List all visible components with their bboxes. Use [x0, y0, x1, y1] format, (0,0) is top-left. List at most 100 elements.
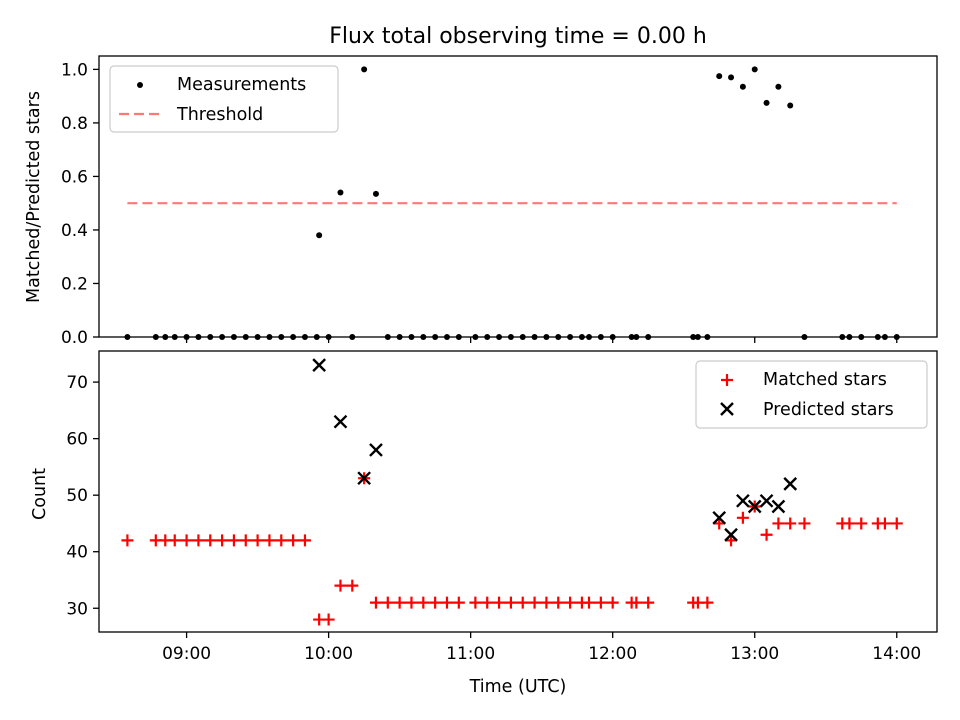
matched-star-point [393, 596, 406, 609]
matched-star-point [469, 596, 482, 609]
predicted-star-point [771, 499, 786, 514]
matched-star-point [239, 534, 252, 547]
matched-star-point [251, 534, 264, 547]
chart-title: Flux total observing time = 0.00 h [329, 24, 707, 49]
matched-star-point [346, 579, 359, 592]
x-axis-label: Time (UTC) [469, 677, 567, 697]
predicted-star-point [759, 493, 774, 508]
predicted-star-point [783, 477, 798, 491]
top-y-tick-label: 0.2 [61, 274, 88, 294]
matched-star-point [168, 534, 181, 547]
matched-star-point [369, 596, 382, 609]
matched-star-point [322, 613, 335, 626]
matched-star-point [760, 528, 773, 541]
matched-star-point [180, 534, 193, 547]
predicted-star-point [747, 499, 762, 514]
matched-star-point [701, 596, 714, 609]
matched-star-point [405, 596, 418, 609]
predicted-star-point [724, 527, 738, 542]
matched-star-point [216, 534, 229, 547]
measurement-point [728, 74, 735, 81]
legend-dot-icon [137, 82, 143, 88]
matched-star-point [878, 517, 891, 530]
matched-star-point [855, 517, 868, 530]
bottom-y-tick-label: 70 [66, 373, 88, 393]
matched-star-point [121, 534, 134, 547]
x-tick-label: 13:00 [730, 644, 779, 664]
x-tick-label: 12:00 [588, 644, 637, 664]
bottom-y-tick-label: 40 [66, 543, 88, 563]
matched-star-point [528, 596, 541, 609]
bottom-y-tick-label: 30 [66, 599, 88, 619]
bottom-legend: Matched stars Predicted stars [695, 360, 928, 429]
predicted-star-point [333, 414, 348, 429]
matched-star-point [540, 596, 553, 609]
measurement-point [372, 190, 379, 197]
matched-star-point [583, 596, 596, 609]
matched-star-point [287, 534, 300, 547]
measurement-point [763, 99, 770, 106]
measurement-point [716, 73, 723, 80]
top-y-axis-label: Matched/Predicted stars [24, 91, 44, 303]
top-plot: 0.0 0.2 0.4 0.6 0.8 1.0 Measurements Threshold [61, 55, 938, 348]
matched-star-point [417, 596, 430, 609]
legend-x-icon [720, 402, 734, 416]
measurement-point [316, 232, 323, 239]
measurement-point [787, 102, 794, 109]
matched-star-point [452, 596, 465, 609]
predicted-star-point [369, 443, 383, 457]
matched-star-point [204, 534, 217, 547]
bottom-y-tick-label: 60 [66, 430, 88, 450]
top-legend: Measurements Threshold [109, 65, 339, 133]
x-tick-label: 09:00 [162, 644, 211, 664]
predicted-star-point [357, 471, 371, 486]
bottom-y-axis-label: Count [30, 468, 50, 520]
top-y-tick-label: 0.4 [61, 221, 88, 241]
measurement-point [361, 66, 368, 73]
legend-frame [695, 360, 928, 429]
x-tick-label: 10:00 [304, 644, 353, 664]
legend-label-matched-stars: Matched stars [763, 370, 887, 390]
top-y-tick-label: 0.8 [61, 114, 88, 134]
legend-frame [109, 65, 339, 133]
top-y-tick-label: 1.0 [61, 60, 88, 80]
x-tick-label: 11:00 [446, 644, 495, 664]
matched-star-point [381, 596, 394, 609]
measurement-point [739, 83, 746, 90]
legend-label-measurements: Measurements [177, 75, 306, 95]
matched-star-point [298, 534, 311, 547]
matched-star-point [798, 517, 811, 530]
matched-star-point [504, 596, 517, 609]
bottom-axes-frame [98, 350, 938, 633]
legend-label-threshold: Threshold [176, 105, 263, 125]
matched-star-point [642, 596, 655, 609]
matched-star-point [552, 596, 565, 609]
matched-star-point [481, 596, 494, 609]
bottom-y-tick-label: 50 [66, 486, 88, 506]
measurement-point [337, 189, 344, 196]
matched-star-point [772, 517, 785, 530]
matched-star-point [890, 517, 903, 530]
predicted-star-point [736, 493, 750, 508]
matched-star-point [275, 534, 288, 547]
matched-star-point [227, 534, 240, 547]
top-y-tick-label: 0.6 [61, 167, 88, 187]
top-y-tick-label: 0.0 [61, 328, 88, 348]
matched-star-point [630, 596, 643, 609]
matched-star-point [564, 596, 577, 609]
bottom-plot: 30 40 50 60 70 09:00 10:00 11:00 12:00 13:00 14:00… [66, 350, 938, 664]
matched-star-point [516, 596, 529, 609]
matched-star-point [493, 596, 506, 609]
predicted-star-point [712, 510, 727, 525]
predicted-star-point [312, 358, 327, 372]
measurement-point [775, 83, 782, 90]
matched-star-point [736, 511, 749, 524]
matched-star-point [334, 579, 347, 592]
matched-star-point [784, 517, 797, 530]
matched-star-point [440, 596, 453, 609]
x-tick-label: 14:00 [872, 644, 921, 664]
legend-label-predicted-stars: Predicted stars [763, 400, 894, 420]
matched-star-point [263, 534, 276, 547]
matched-star-point [192, 534, 205, 547]
